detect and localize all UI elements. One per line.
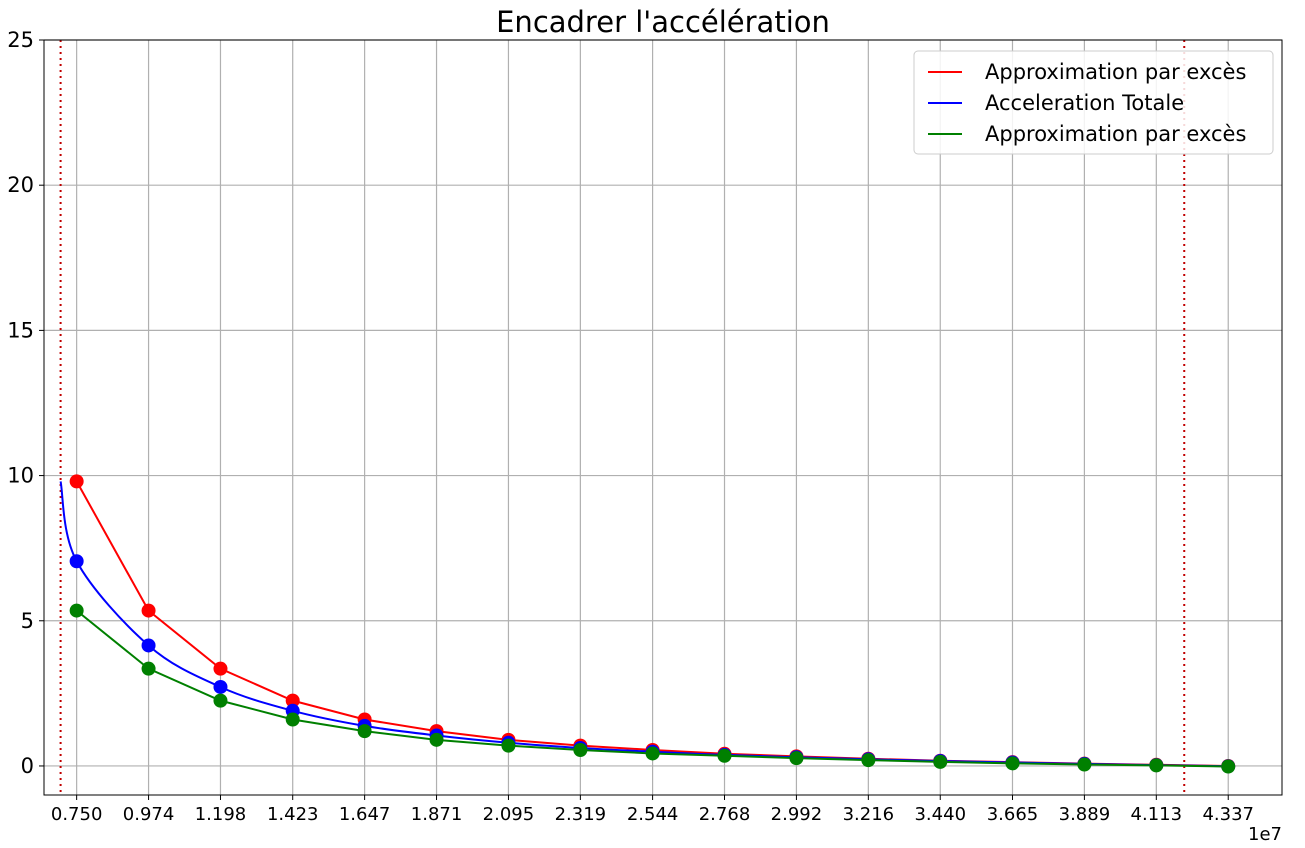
x-tick-label: 2.544 (627, 804, 679, 825)
series-0-point (213, 661, 228, 676)
y-tick-label: 15 (7, 318, 34, 342)
series-0-point (69, 474, 84, 489)
x-tick-label: 3.440 (914, 804, 966, 825)
series-1-point (213, 679, 228, 694)
legend-label-1: Acceleration Totale (985, 91, 1184, 115)
x-tick-label: 3.665 (987, 804, 1039, 825)
series-2-point (1077, 757, 1092, 772)
series-line-1 (59, 481, 1229, 768)
x-tick-label: 2.095 (483, 804, 535, 825)
x-tick-label: 2.319 (555, 804, 607, 825)
x-tick-label: 1.647 (339, 804, 391, 825)
series-2-point (213, 693, 228, 708)
x-tick-label: 4.337 (1202, 804, 1254, 825)
legend: Approximation par excès Acceleration Tota… (913, 50, 1274, 155)
x-tick-label: 1.198 (195, 804, 247, 825)
x-tick-label: 2.768 (699, 804, 751, 825)
series-2-point (357, 724, 372, 739)
series-0-point (141, 603, 156, 618)
series-1-point (69, 554, 84, 569)
series-0-point (285, 693, 300, 708)
series-2-point (1221, 759, 1236, 774)
legend-label-0: Approximation par excès (985, 60, 1246, 84)
series-2-point (1149, 758, 1164, 773)
series-1-point (141, 638, 156, 653)
series-2-point (429, 732, 444, 747)
x-offset-label: 1e7 (1248, 824, 1282, 845)
y-tick-label: 0 (21, 754, 34, 778)
series-2-point (501, 738, 516, 753)
series-2-point (861, 753, 876, 768)
legend-label-2: Approximation par excès (985, 122, 1246, 146)
y-tick-label: 10 (7, 464, 34, 488)
series-2-point (645, 746, 660, 761)
series-2-point (573, 742, 588, 757)
plot-frame (43, 39, 1283, 796)
series-2-point (1005, 756, 1020, 771)
y-tick-label: 25 (7, 28, 34, 52)
axis-ticks: 0.750 0.974 1.198 1.423 1.647 1.871 2.095 2.319… (7, 28, 1254, 825)
y-tick-label: 20 (7, 173, 34, 197)
x-tick-label: 3.889 (1059, 804, 1111, 825)
chart-title: Encadrer l'accélération (496, 5, 830, 39)
y-tick-label: 5 (21, 609, 34, 633)
x-tick-label: 1.871 (411, 804, 463, 825)
series-2-point (69, 603, 84, 618)
x-tick-label: 4.113 (1131, 804, 1183, 825)
series-2-point (717, 748, 732, 763)
x-tick-label: 0.750 (51, 804, 103, 825)
series-2-point (285, 712, 300, 727)
series-group (59, 474, 1236, 774)
x-tick-label: 2.992 (771, 804, 823, 825)
series-2-point (141, 661, 156, 676)
x-tick-label: 1.423 (267, 804, 319, 825)
legend-box (913, 50, 1274, 155)
x-tick-label: 0.974 (123, 804, 175, 825)
series-2-point (933, 754, 948, 769)
x-tick-label: 3.216 (843, 804, 895, 825)
series-2-point (789, 751, 804, 766)
